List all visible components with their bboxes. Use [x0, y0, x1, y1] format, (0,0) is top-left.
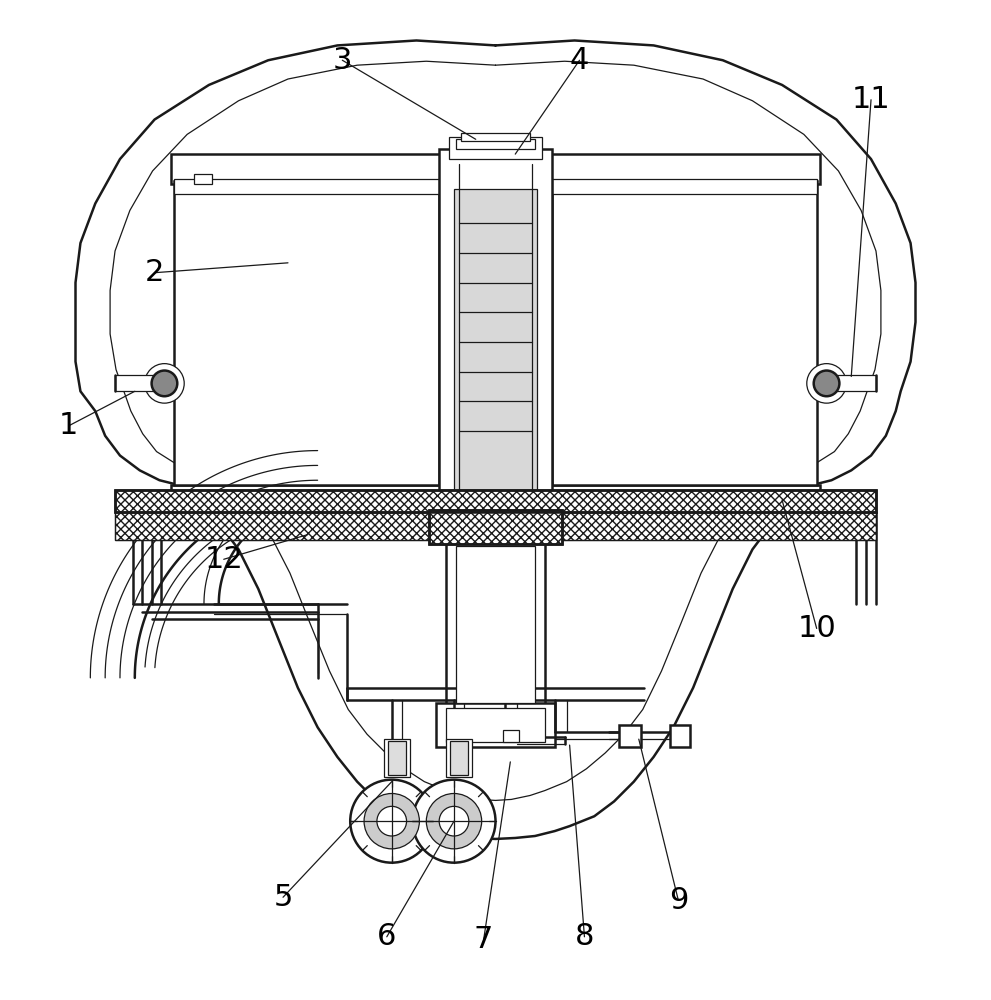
Circle shape	[364, 794, 419, 849]
Bar	[115, 375, 165, 391]
Circle shape	[152, 371, 177, 396]
Circle shape	[350, 780, 433, 863]
Bar	[174, 181, 439, 485]
Text: 11: 11	[851, 85, 890, 114]
Text: 3: 3	[333, 46, 352, 75]
Text: 9: 9	[669, 886, 688, 915]
Bar	[429, 510, 562, 544]
Circle shape	[439, 806, 469, 836]
Bar	[461, 133, 530, 141]
Bar	[115, 512, 429, 540]
Bar	[456, 139, 535, 149]
Bar	[562, 512, 876, 540]
Circle shape	[807, 364, 846, 403]
Bar	[562, 512, 876, 540]
Bar	[439, 149, 552, 500]
Text: 4: 4	[570, 46, 590, 75]
Bar	[826, 375, 876, 391]
Circle shape	[377, 806, 406, 836]
Text: 7: 7	[474, 925, 494, 954]
Bar	[671, 725, 690, 747]
Text: 5: 5	[274, 883, 292, 912]
Text: 8: 8	[575, 922, 595, 951]
Text: 12: 12	[204, 545, 243, 574]
Bar	[552, 181, 817, 485]
Bar	[552, 179, 817, 194]
Bar	[503, 730, 519, 742]
Bar	[115, 490, 876, 512]
Circle shape	[145, 364, 184, 403]
Bar	[436, 703, 555, 747]
Bar	[384, 739, 409, 777]
Bar	[446, 708, 545, 742]
Circle shape	[412, 780, 496, 863]
Bar	[446, 739, 472, 777]
Text: 1: 1	[58, 411, 78, 440]
Bar	[171, 154, 820, 184]
Bar	[115, 512, 429, 540]
Bar	[446, 542, 545, 708]
Bar	[454, 189, 537, 495]
Bar	[174, 179, 439, 194]
Text: 6: 6	[378, 922, 396, 951]
Bar	[449, 137, 542, 159]
Bar	[194, 174, 212, 184]
Bar	[619, 725, 641, 747]
Circle shape	[426, 794, 482, 849]
Bar	[115, 490, 876, 512]
Bar	[387, 741, 405, 775]
Bar	[171, 485, 820, 500]
Bar	[456, 546, 535, 703]
Circle shape	[814, 371, 839, 396]
Bar	[439, 490, 552, 505]
Text: 10: 10	[798, 614, 836, 643]
Text: 2: 2	[145, 258, 165, 287]
Bar	[429, 510, 562, 544]
Bar	[450, 741, 468, 775]
